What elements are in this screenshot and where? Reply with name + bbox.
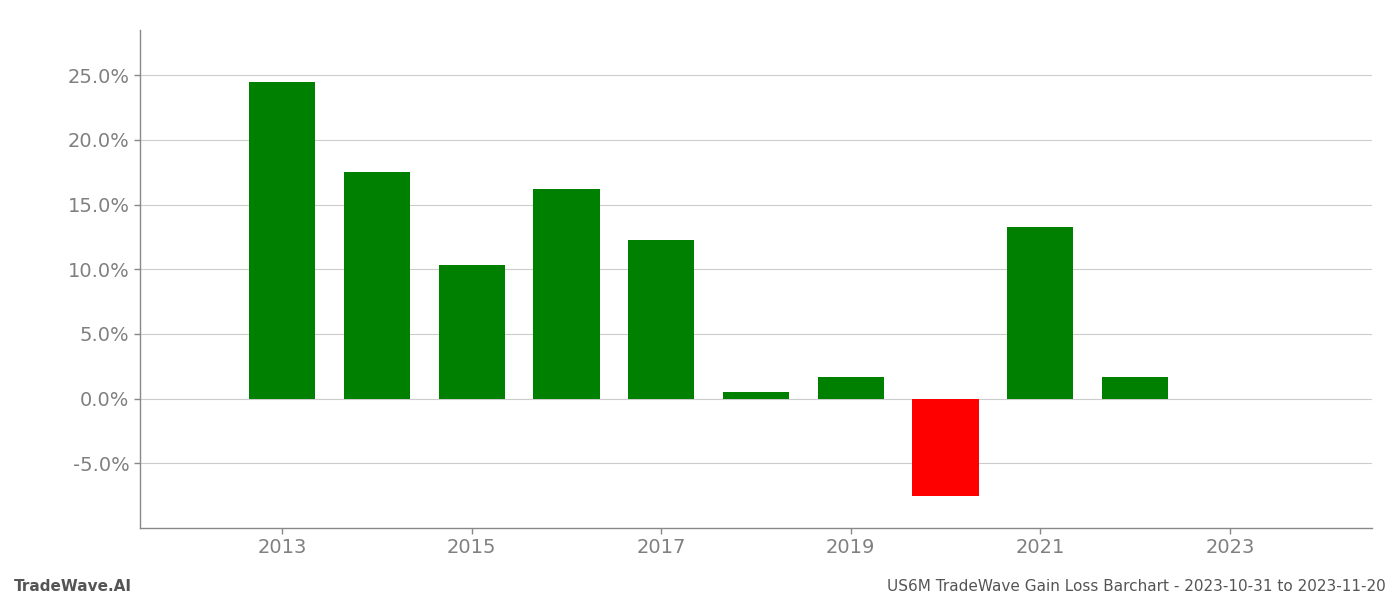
- Bar: [344, 172, 410, 398]
- Text: TradeWave.AI: TradeWave.AI: [14, 579, 132, 594]
- Text: US6M TradeWave Gain Loss Barchart - 2023-10-31 to 2023-11-20: US6M TradeWave Gain Loss Barchart - 2023…: [888, 579, 1386, 594]
- Bar: [438, 265, 505, 398]
- Bar: [722, 392, 790, 398]
- Bar: [629, 239, 694, 398]
- Bar: [818, 377, 883, 398]
- Bar: [913, 398, 979, 496]
- Bar: [1102, 377, 1168, 398]
- Bar: [533, 189, 599, 398]
- Bar: [1007, 227, 1074, 398]
- Bar: [249, 82, 315, 398]
